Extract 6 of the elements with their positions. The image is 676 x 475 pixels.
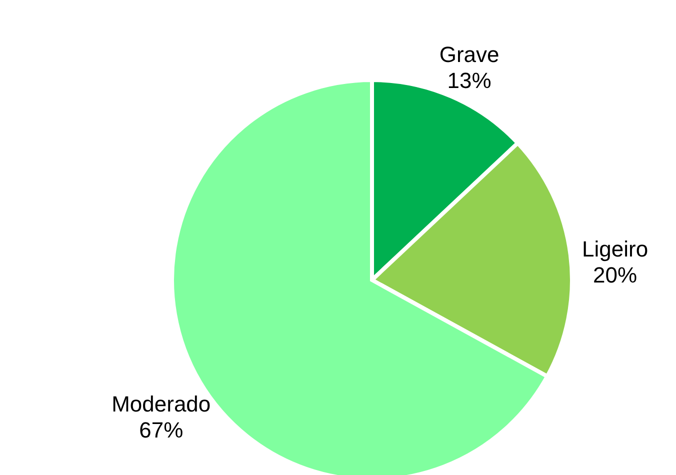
- data-label: 67%: [139, 418, 184, 443]
- data-label: 20%: [593, 262, 638, 288]
- data-label: 13%: [447, 68, 492, 94]
- slice-label: Ligeiro: [582, 236, 648, 262]
- slice-label: Grave: [439, 42, 500, 68]
- slice-label: Moderado: [112, 392, 211, 417]
